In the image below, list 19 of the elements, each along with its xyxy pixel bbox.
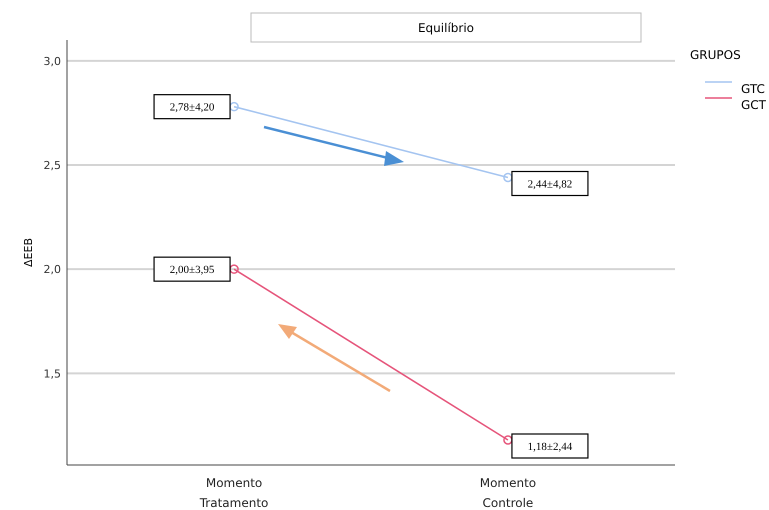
y-tick-label: 2,5: [44, 159, 61, 172]
point: [503, 435, 513, 445]
y-tick-label: 3,0: [44, 54, 61, 68]
legend-title: GRUPOS: [690, 48, 741, 62]
x-tick-label: Momento Controle: [480, 476, 536, 510]
y-axis-title: ΔEEB: [22, 238, 35, 267]
y-tick-label: 1,5: [44, 367, 61, 380]
chart-title: Equilíbrio: [418, 21, 474, 35]
legend-label: GCT: [741, 98, 767, 112]
data-label: 2,00±3,95: [170, 264, 215, 276]
x-tick-label: Momento Tratamento: [198, 476, 268, 510]
data-label: 2,78±4,20: [170, 102, 215, 114]
point: [503, 172, 513, 182]
point: [229, 264, 239, 274]
data-label: 2,44±4,82: [528, 178, 572, 190]
data-label: 1,18±2,44: [528, 441, 573, 453]
y-tick-label: 2,0: [44, 263, 61, 276]
point: [229, 102, 239, 112]
legend-label: GTC: [741, 82, 765, 96]
